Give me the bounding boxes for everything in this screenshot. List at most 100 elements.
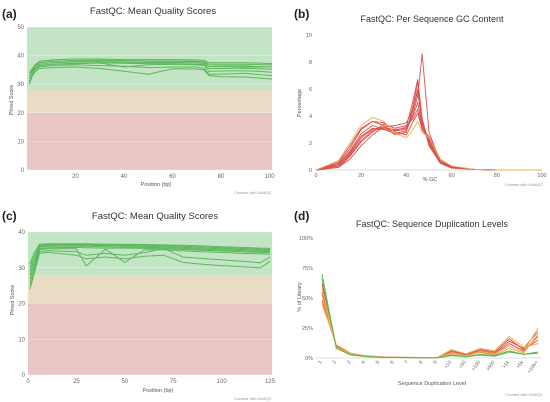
panel-c-xtick-4: 100 [217,379,228,385]
panel-b-ytick-3: 6 [309,87,312,93]
panel-b-ytick-4: 8 [309,60,312,66]
panel-c-ytick-4: 40 [18,230,25,236]
panel-c-ytick-2: 20 [18,302,25,308]
panel-a-xtick-4: 100 [265,174,276,180]
panel-c-series-2 [29,245,271,276]
panel-d-xtick-8: 9 [432,360,439,366]
panel-c-ytick-0: 0 [22,373,26,379]
panel-d-series-1 [321,283,539,359]
panel-c-series-3 [29,246,271,279]
panel-c-xtick-2: 50 [121,379,128,385]
panel-d-ytick-0: 0% [305,356,313,362]
panel-a-title: FastQC: Mean Quality Scores [90,6,216,17]
panel-a-ylabel: Phred Score [9,85,15,116]
panel-a-series-4 [28,62,273,76]
panel-b-series-7 [315,79,542,171]
panel-a-ytick-4: 40 [17,54,24,60]
panel-b-ytick-1: 2 [309,141,312,147]
panel-a-ytick-0: 0 [21,168,25,174]
panel-d-series-0 [321,273,539,359]
panel-c-ylabel: Phred Score [10,285,16,316]
panel-b-series-2 [315,108,542,171]
panel-a-band-1 [27,89,272,113]
panel-c-plot: 0 10 20 30 40 0 25 50 75 100 125 [18,230,275,385]
panel-b-label: (b) [294,7,309,21]
panel-b: (b) FastQC: Per Sequence GC Content Perc… [294,7,547,187]
panel-b-series-6 [315,91,542,171]
panel-c-xtick-1: 25 [73,379,80,385]
panel-b-xtick-0: 0 [314,173,317,179]
panel-d-plot: 0% 25% 50% 75% 100% 1 2 3 4 5 6 7 8 9 >10 >50 >100 >500 >1… [299,236,542,375]
panel-d-xtick-10: >50 [458,360,468,371]
panel-d-xtick-5: 6 [389,360,396,366]
panel-b-ytick-0: 0 [309,168,312,174]
panel-d-ytick-3: 75% [302,266,313,272]
panel-c-series-4 [29,248,271,283]
panel-d-xlabel: Sequence Duplication Level [398,381,466,387]
panel-a-ytick-3: 30 [17,82,24,88]
panel-d: (d) FastQC: Sequence Duplication Levels … [294,209,543,397]
panel-b-ylabel: Percentage [297,89,303,117]
panel-d-ytick-1: 25% [302,326,313,332]
panel-d-ylabel: % of Library [297,282,303,312]
panel-d-credit: Created with MultiQC [505,392,543,397]
panel-b-credit: Created with MultiQC [505,182,543,187]
panel-d-xtick-6: 7 [404,360,411,366]
panel-a-xtick-2: 60 [169,174,176,180]
panel-c: (c) FastQC: Mean Quality Scores Phred Sc… [2,209,276,401]
panel-c-series-1 [29,244,271,272]
panel-d-xtick-4: 5 [375,360,382,366]
panel-a-label: (a) [2,7,17,21]
panel-d-xtick-9: >10 [443,360,453,371]
panel-b-ytick-5: 10 [306,33,312,39]
panel-d-xtick-12: >500 [485,360,497,373]
panel-d-label: (d) [294,209,309,223]
panel-c-credit: Created with MultiQC [234,396,272,401]
panel-d-xtick-2: 3 [346,360,353,366]
panel-d-series-7 [321,278,539,359]
panel-a-ytick-2: 20 [17,111,24,117]
panel-d-xtick-13: >1k [501,359,511,370]
panel-c-xtick-5: 125 [265,379,276,385]
panel-c-ytick-1: 10 [18,337,25,343]
panel-b-xtick-5: 100 [537,173,546,179]
panel-c-series-7 [29,243,271,265]
panel-a-series-6 [28,66,273,82]
panel-b-xtick-1: 20 [358,173,364,179]
panel-c-series-6 [29,251,271,290]
panel-a-xtick-1: 40 [121,174,128,180]
panel-d-series-6 [321,303,539,358]
panel-b-xtick-3: 60 [449,173,455,179]
panel-c-band-1 [28,274,272,304]
panel-c-xlabel: Position (bp) [143,388,174,394]
panel-b-xtick-4: 80 [494,173,500,179]
panel-d-xtick-0: 1 [317,360,324,366]
panel-c-series-0 [29,244,271,268]
panel-d-xtick-3: 4 [360,360,367,366]
panel-a-plot: 0 10 20 30 40 50 20 40 60 80 100 [17,25,275,180]
panel-b-xlabel: % GC [423,177,438,183]
panel-a-band-0 [27,27,272,90]
panel-a-credit: Created with MultiQC [234,190,272,195]
panel-c-series-5 [29,247,271,286]
panel-a-ytick-5: 50 [17,25,24,31]
panel-a: (a) FastQC: Mean Quality Scores Phred Sc… [2,6,275,195]
panel-a-xtick-3: 80 [218,174,225,180]
panel-d-series-3 [321,300,539,359]
panel-d-xtick-1: 2 [332,360,339,366]
panel-c-title: FastQC: Mean Quality Scores [92,211,218,222]
panel-c-label: (c) [2,209,17,223]
panel-c-xtick-0: 0 [26,379,30,385]
panel-a-series-7 [29,60,272,74]
panel-b-ytick-2: 4 [309,114,312,120]
panel-a-xtick-0: 20 [72,174,79,180]
panel-d-xtick-15: >10k+ [527,360,540,375]
panel-d-series-4 [321,288,539,359]
panel-a-ytick-1: 10 [17,139,24,145]
panel-c-ytick-3: 30 [18,266,25,272]
panel-a-series-0 [28,58,273,74]
panel-d-xtick-7: 8 [418,360,425,366]
panel-d-xtick-11: >100 [471,360,483,373]
